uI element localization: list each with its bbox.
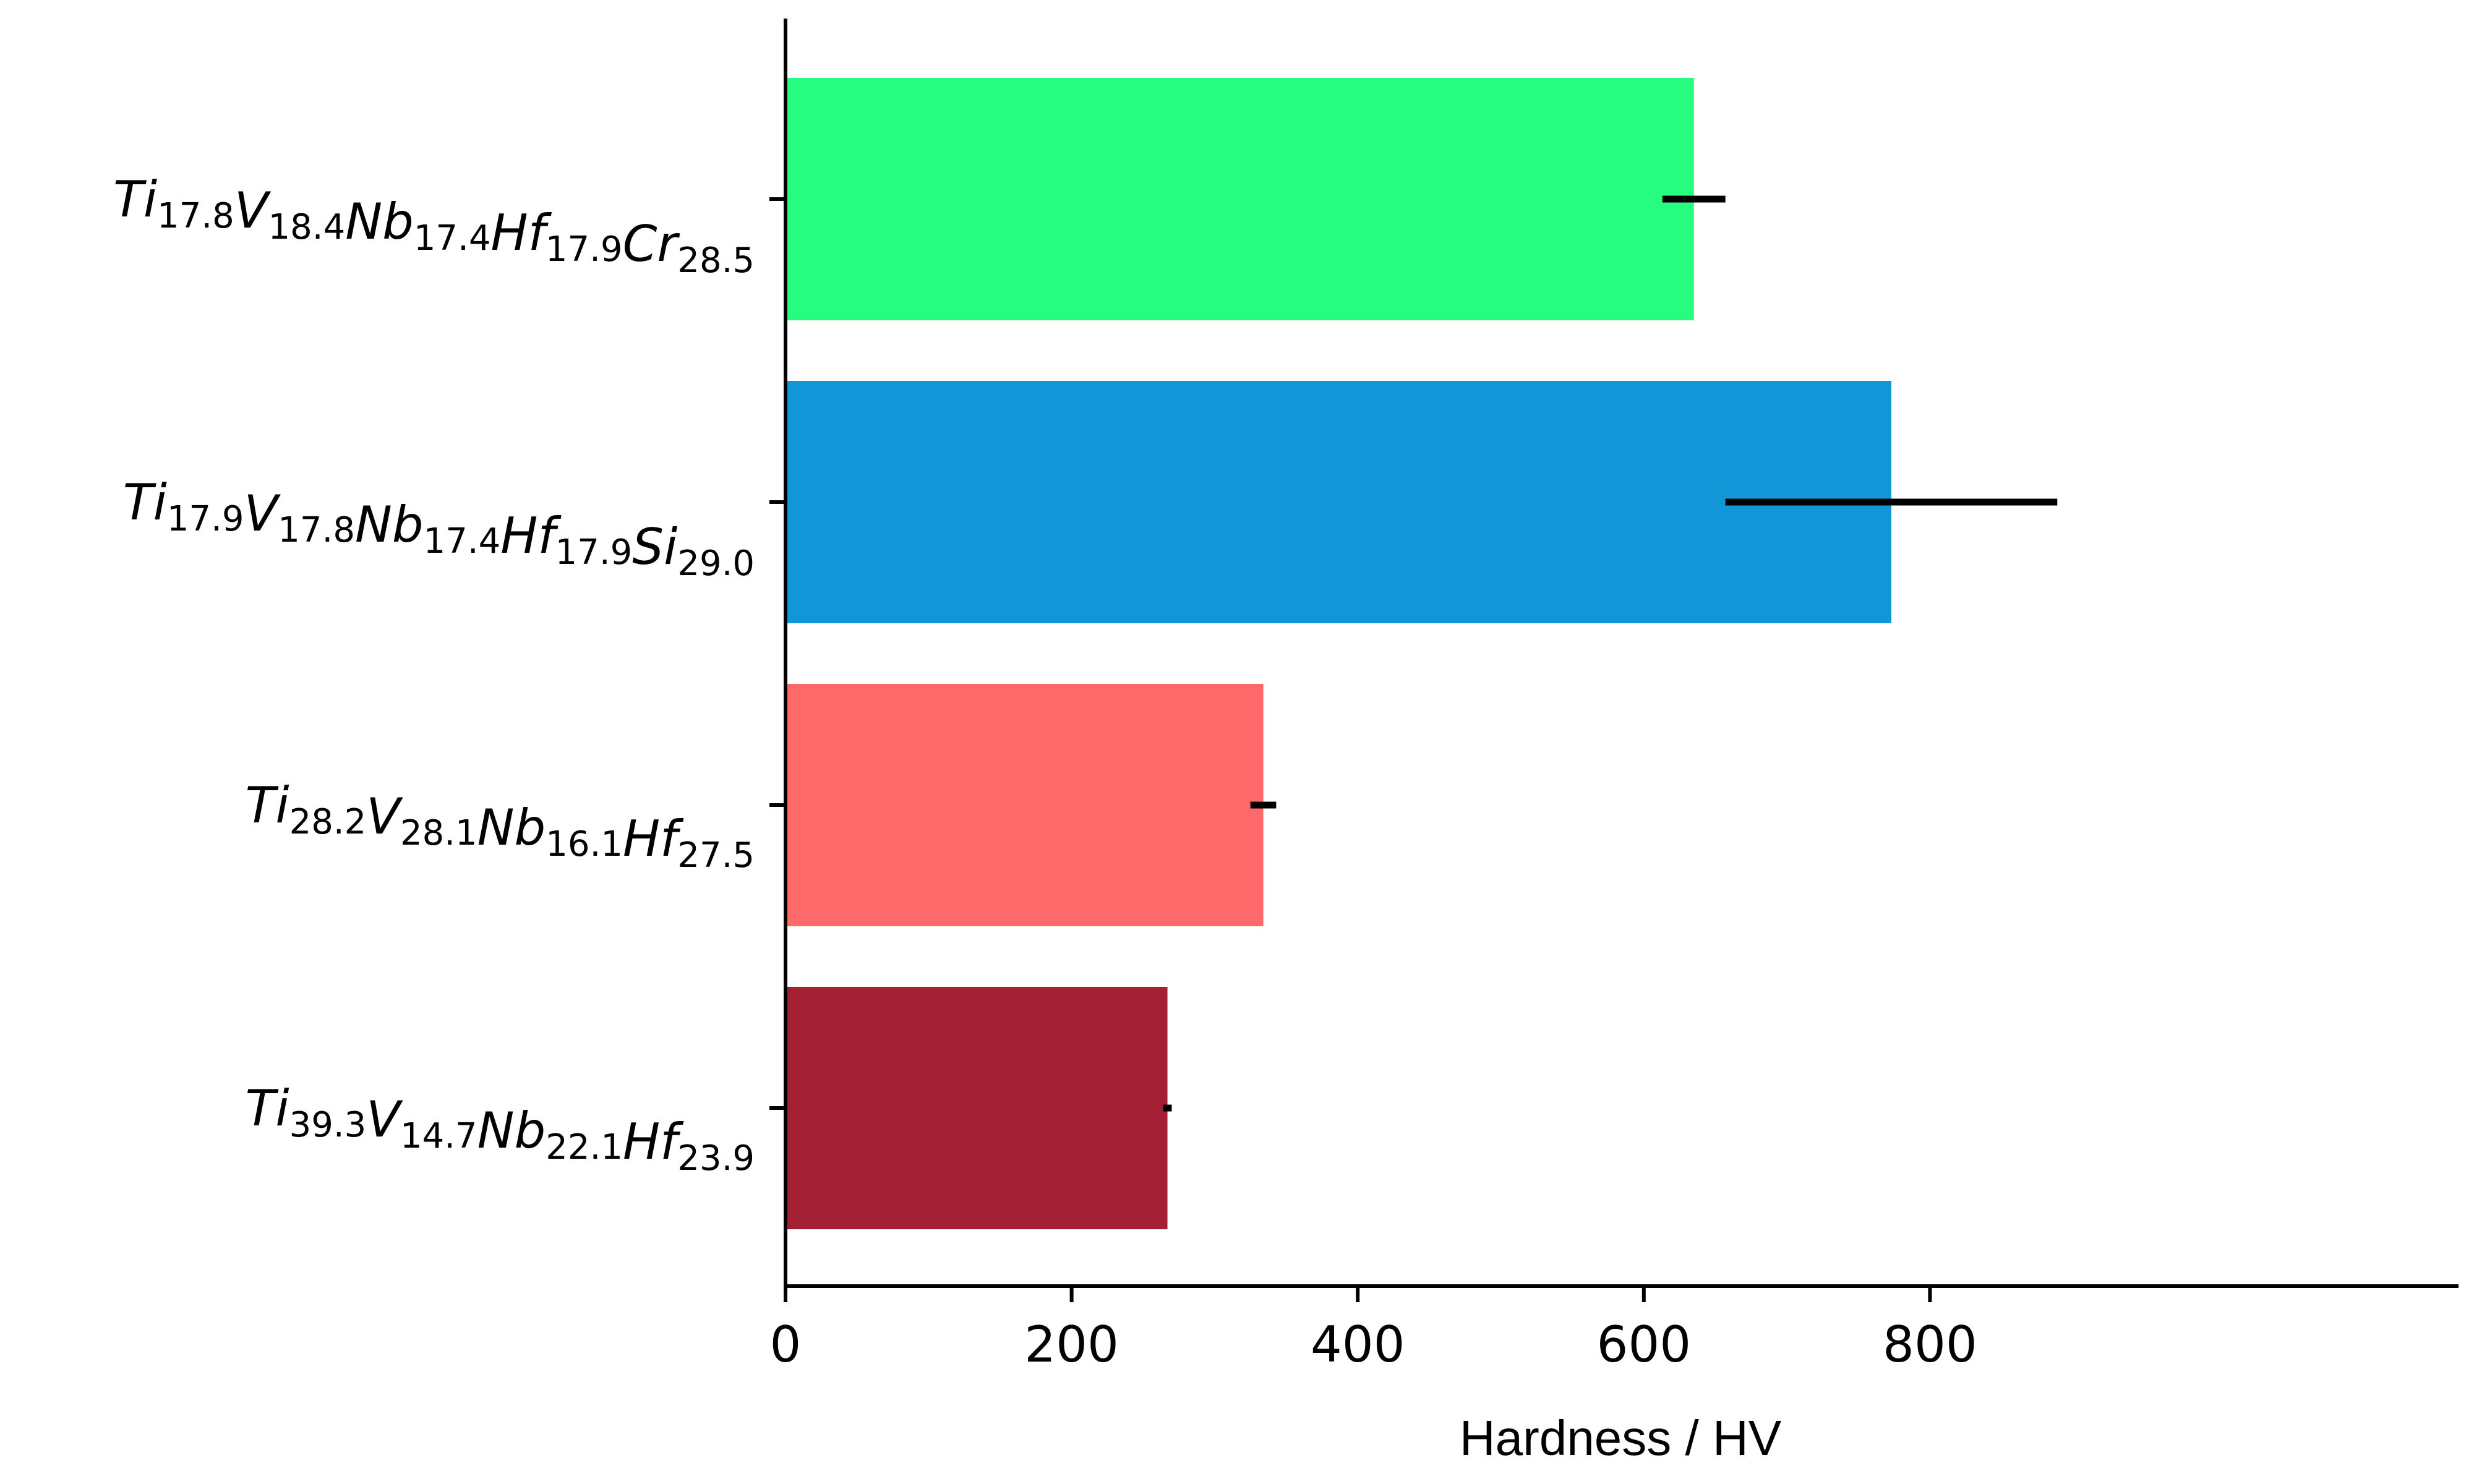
x-tick-label-400: 400 — [1311, 1316, 1405, 1373]
y-ticks-group: Ti17.8V18.4Nb17.4Hf17.9Cr28.5 Ti17.9V17.8… — [113, 171, 785, 1179]
error-bars-group — [1163, 195, 2058, 1112]
y-tick-label-3: Ti28.2V28.1Nb16.1Hf27.5 — [245, 777, 755, 876]
y-tick-label-4: Ti39.3V14.7Nb22.1Hf23.9 — [245, 1080, 755, 1179]
x-tick-label-200: 200 — [1024, 1316, 1119, 1373]
bar-1 — [785, 78, 1694, 320]
x-tick-label-0: 0 — [770, 1316, 802, 1373]
bar-2 — [785, 381, 1891, 623]
bars-group — [785, 78, 1891, 1229]
bar-3 — [785, 684, 1264, 926]
x-axis-title: Hardness / HV — [1460, 1410, 1782, 1465]
y-tick-label-2: Ti17.9V17.8Nb17.4Hf17.9Si29.0 — [123, 474, 755, 584]
bar-4 — [785, 987, 1168, 1229]
x-tick-label-600: 600 — [1596, 1316, 1691, 1373]
y-tick-label-1: Ti17.8V18.4Nb17.4Hf17.9Cr28.5 — [113, 171, 755, 281]
x-tick-label-800: 800 — [1883, 1316, 1977, 1373]
x-ticks-group: 0 200 400 600 800 — [770, 1286, 1977, 1373]
